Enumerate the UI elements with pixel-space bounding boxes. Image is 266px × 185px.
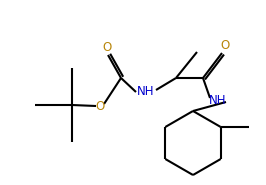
Text: O: O xyxy=(220,38,230,51)
Text: NH: NH xyxy=(137,85,155,97)
Text: O: O xyxy=(102,41,112,53)
Text: O: O xyxy=(95,100,105,112)
Text: NH: NH xyxy=(209,93,227,107)
